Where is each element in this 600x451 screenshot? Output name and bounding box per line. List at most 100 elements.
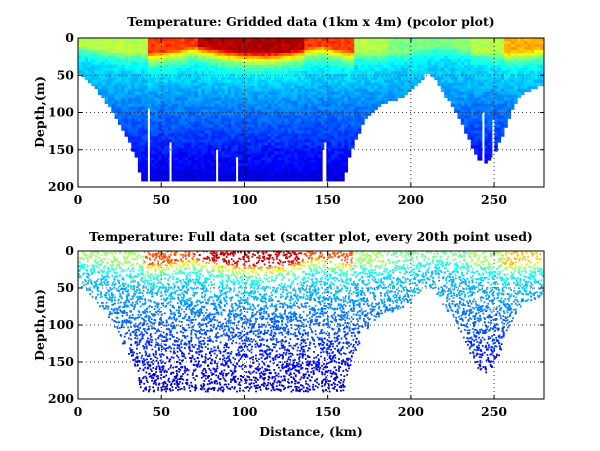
heatmap-cell [144, 121, 149, 125]
heatmap-cell [517, 55, 522, 60]
heatmap-cell [137, 139, 142, 143]
heatmap-cell [334, 38, 339, 42]
heatmap-cell [327, 58, 332, 63]
heatmap-cell [340, 136, 345, 140]
heatmap-cell [227, 58, 232, 63]
heatmap-cell [330, 76, 335, 81]
heatmap-cell [181, 130, 185, 134]
heatmap-cell [231, 76, 235, 81]
heatmap-cell [187, 169, 192, 173]
heatmap-cell [440, 88, 445, 93]
heatmap-cell [357, 76, 362, 81]
heatmap-cell [301, 166, 305, 170]
heatmap-cell [307, 145, 312, 149]
heatmap-cell [257, 175, 262, 179]
heatmap-cell [317, 97, 322, 101]
heatmap-cell [134, 100, 139, 104]
heatmap-cell [221, 157, 225, 161]
heatmap-cell [267, 115, 272, 119]
heatmap-cell [184, 58, 189, 63]
heatmap-cell [111, 55, 116, 60]
heatmap-cell [464, 106, 468, 110]
heatmap-cell [267, 52, 272, 57]
heatmap-cell [191, 73, 195, 78]
heatmap-cell [284, 85, 289, 90]
heatmap-cell [301, 103, 305, 107]
heatmap-cell [191, 55, 195, 60]
heatmap-cell [440, 79, 445, 84]
heatmap-cell [257, 178, 262, 182]
heatmap-cell [294, 121, 299, 125]
heatmap-cell [171, 52, 175, 57]
heatmap-cell [224, 64, 229, 69]
heatmap-cell [137, 64, 142, 69]
heatmap-cell [380, 97, 385, 101]
heatmap-cell [124, 46, 129, 51]
heatmap-cell [251, 163, 255, 167]
heatmap-cell [267, 103, 272, 107]
heatmap-cell [121, 97, 125, 101]
heatmap-cell [237, 124, 242, 128]
heatmap-cell [244, 160, 249, 164]
heatmap-cell [174, 139, 179, 143]
heatmap-cell [241, 70, 245, 75]
heatmap-cell [484, 130, 488, 134]
heatmap-cell [480, 40, 485, 45]
heatmap-cell [504, 118, 508, 122]
heatmap-cell [177, 130, 182, 134]
heatmap-cell [184, 88, 189, 93]
heatmap-cell [277, 70, 282, 75]
heatmap-cell [307, 130, 312, 134]
heatmap-cell [281, 82, 285, 87]
heatmap-cell [91, 58, 96, 63]
heatmap-cell [540, 52, 544, 57]
heatmap-cell [174, 79, 179, 84]
heatmap-cell [357, 82, 362, 87]
heatmap-cell [234, 106, 239, 110]
heatmap-cell [284, 40, 289, 45]
heatmap-cell [221, 136, 225, 140]
heatmap-cell [494, 148, 498, 152]
heatmap-cell [297, 175, 302, 179]
heatmap-cell [537, 40, 542, 45]
heatmap-cell [171, 91, 175, 96]
heatmap-cell [247, 94, 252, 98]
heatmap-cell [237, 46, 242, 51]
heatmap-cell [194, 85, 199, 90]
heatmap-cell [294, 154, 299, 158]
heatmap-cell [184, 94, 189, 98]
heatmap-cell [477, 88, 482, 93]
heatmap-cell [500, 61, 505, 66]
heatmap-cell [470, 145, 475, 149]
heatmap-cell [154, 106, 159, 110]
heatmap-cell [171, 73, 175, 78]
heatmap-cell [497, 43, 502, 48]
heatmap-cell [337, 100, 342, 104]
heatmap-cell [167, 88, 172, 93]
heatmap-cell [117, 55, 122, 60]
heatmap-cell [234, 85, 239, 90]
heatmap-cell [514, 52, 518, 57]
heatmap-cell [247, 118, 252, 122]
heatmap-cell [324, 64, 329, 69]
heatmap-cell [237, 64, 242, 69]
heatmap-cell [370, 76, 375, 81]
heatmap-cell [197, 124, 202, 128]
heatmap-cell [174, 58, 179, 63]
heatmap-cell [454, 94, 458, 98]
heatmap-cell [181, 148, 185, 152]
heatmap-cell [211, 142, 215, 146]
heatmap-cell [314, 145, 319, 149]
heatmap-cell [207, 106, 212, 110]
heatmap-cell [301, 121, 305, 125]
heatmap-cell [397, 94, 402, 98]
heatmap-cell [384, 61, 388, 66]
heatmap-cell [257, 58, 262, 63]
heatmap-cell [137, 145, 142, 149]
heatmap-cell [311, 70, 315, 75]
heatmap-cell [211, 100, 215, 104]
heatmap-cell [181, 85, 185, 90]
heatmap-cell [207, 160, 212, 164]
heatmap-cell [251, 124, 255, 128]
heatmap-cell [121, 76, 125, 81]
